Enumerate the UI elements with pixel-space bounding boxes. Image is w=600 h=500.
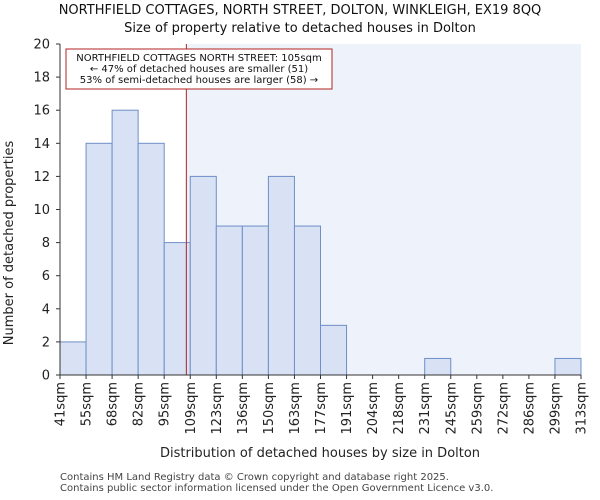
bar-177sqm: [320, 324, 348, 376]
x-tick-label: 231sqm: [418, 382, 433, 435]
y-tick-label: 20: [33, 38, 50, 53]
x-tick-label: 123sqm: [210, 382, 225, 435]
bar-82sqm: [137, 142, 165, 376]
bar-68sqm: [111, 109, 139, 376]
bar-299sqm: [554, 357, 582, 376]
y-tick-label: 2: [42, 335, 50, 350]
annotation-line-2: ← 47% of detached houses are smaller (51…: [90, 64, 308, 75]
y-axis-label: Number of detached properties: [2, 141, 17, 346]
y-tick-label: 12: [33, 170, 50, 185]
chart-title: NORTHFIELD COTTAGES, NORTH STREET, DOLTO…: [59, 3, 542, 18]
bar-123sqm: [215, 225, 243, 376]
x-axis-label: Distribution of detached houses by size …: [160, 446, 480, 461]
x-tick-label: 245sqm: [444, 382, 459, 435]
bar-163sqm: [293, 225, 322, 376]
y-tick-label: 0: [42, 369, 50, 384]
x-tick-label: 177sqm: [314, 382, 329, 435]
x-tick-label: 286sqm: [522, 382, 537, 435]
bar-109sqm: [189, 175, 217, 376]
x-tick-label: 191sqm: [340, 382, 355, 435]
property-annotation: NORTHFIELD COTTAGES NORTH STREET: 105sqm…: [65, 48, 333, 90]
x-tick-label: 68sqm: [106, 382, 121, 426]
x-tick-label: 259sqm: [470, 382, 485, 435]
x-tick-label: 204sqm: [366, 382, 381, 435]
bar-136sqm: [241, 225, 269, 376]
bar-150sqm: [267, 175, 295, 376]
x-tick-label: 136sqm: [236, 382, 251, 435]
x-tick-label: 272sqm: [496, 382, 511, 435]
bar-231sqm: [424, 357, 452, 376]
x-tick-label: 150sqm: [262, 382, 277, 435]
x-tick-label: 163sqm: [288, 382, 303, 435]
y-tick-label: 10: [33, 203, 50, 218]
x-tick-label: 41sqm: [54, 382, 69, 426]
y-tick-label: 4: [42, 302, 50, 317]
y-tick-label: 14: [33, 137, 50, 152]
annotation-line-3: 53% of semi-detached houses are larger (…: [80, 75, 318, 86]
x-tick-label: 55sqm: [80, 382, 95, 426]
chart-subtitle: Size of property relative to detached ho…: [124, 21, 476, 36]
x-tick-label: 313sqm: [575, 382, 590, 435]
x-tick-label: 299sqm: [548, 382, 563, 435]
x-tick-label: 218sqm: [392, 382, 407, 435]
x-tick-label: 95sqm: [158, 382, 173, 426]
y-tick-label: 8: [42, 236, 50, 251]
footer-copyright: Contains HM Land Registry data © Crown c…: [60, 472, 449, 483]
annotation-line-1: NORTHFIELD COTTAGES NORTH STREET: 105sqm: [76, 53, 321, 64]
bar-55sqm: [85, 142, 113, 376]
x-tick-label: 82sqm: [132, 382, 147, 426]
footer-licence: Contains public sector information licen…: [60, 483, 494, 494]
y-tick-label: 18: [33, 71, 50, 86]
annotation-box: [65, 48, 333, 90]
x-tick-label: 109sqm: [184, 382, 199, 435]
y-axis-ticks: 0 2 4 6 8 10 12 14 16 18 20: [33, 38, 60, 384]
x-axis-ticks: 41sqm 55sqm 68sqm 82sqm 95sqm 109sqm 123sqm 136…: [54, 375, 590, 435]
bar-41sqm: [59, 341, 87, 376]
y-tick-label: 6: [42, 269, 50, 284]
y-tick-label: 16: [33, 104, 50, 119]
